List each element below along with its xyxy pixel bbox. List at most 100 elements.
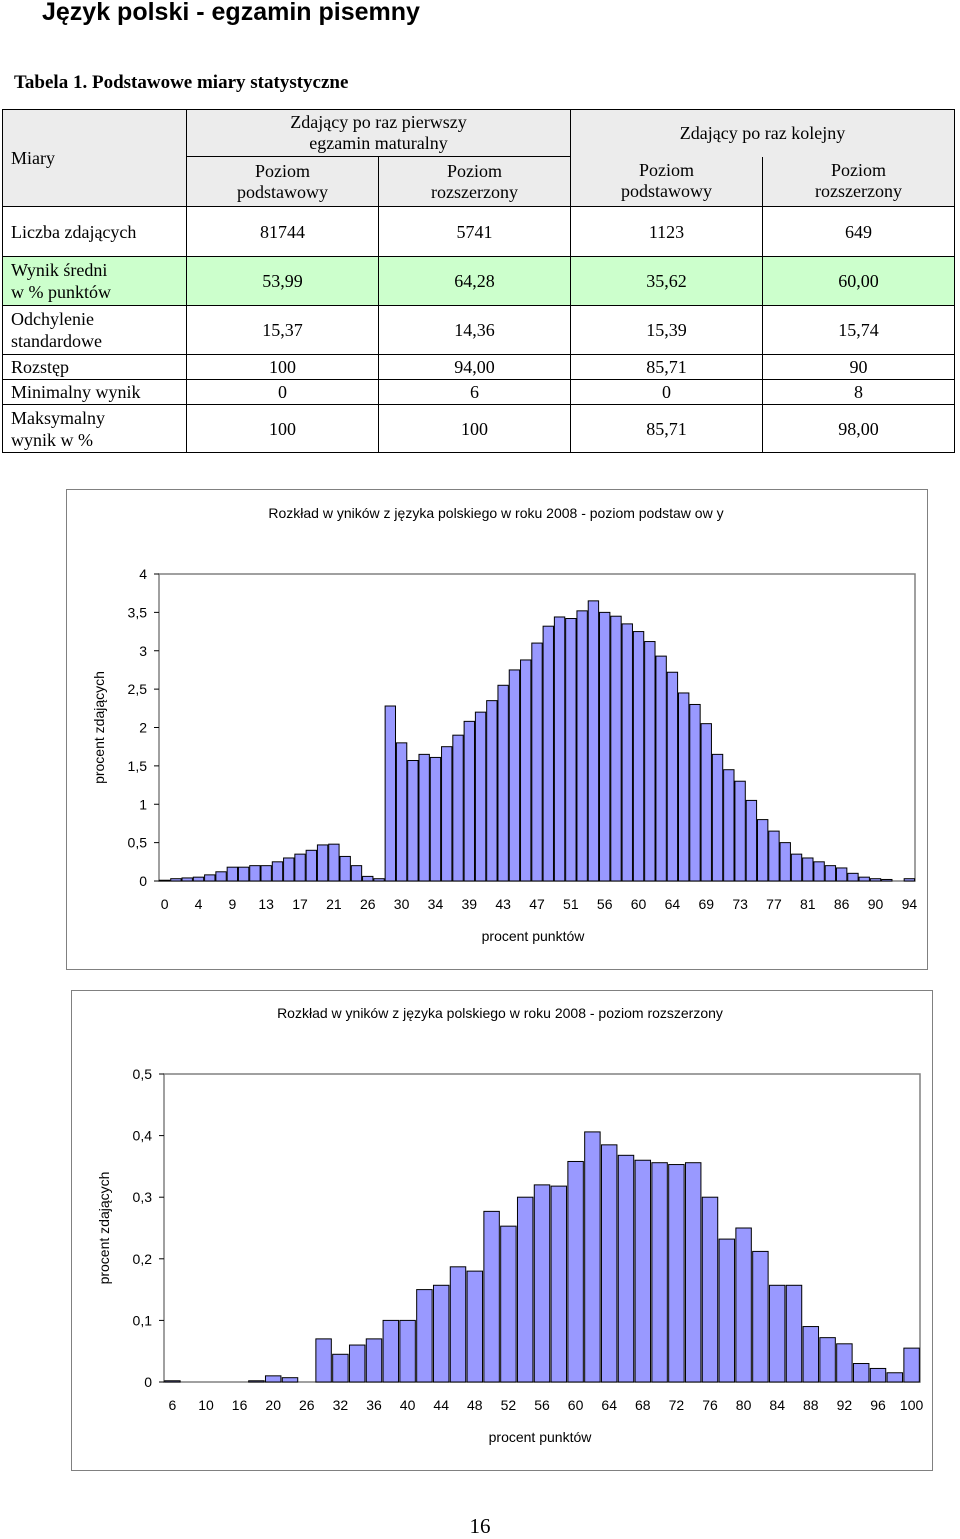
row-label: Wynik średni w % punktów [2,256,187,306]
bar [283,857,295,882]
x-tick-label: 40 [400,1397,416,1413]
bar [516,1196,534,1383]
group-header-first: Zdający po raz pierwszy egzamin maturaln… [185,109,572,157]
bar [520,659,532,882]
bar [407,760,419,882]
x-tick-label: 76 [702,1397,718,1413]
bar [463,720,475,882]
y-tick-label: 2 [139,720,147,736]
subheader-line: Poziom [639,160,695,181]
bar [677,692,690,882]
bar [852,1363,870,1383]
y-tick-label: 1 [139,796,147,812]
chart-extended-svg: Rozkład w yników z języka polskiego w ro… [96,1005,923,1445]
y-tick-label: 3,5 [128,604,148,620]
x-tick-label: 64 [665,896,681,912]
table-cell: 85,71 [570,404,764,453]
table-cell: 14,36 [377,305,572,355]
bar [684,1162,702,1383]
table-row: Rozstęp 100 94,00 85,71 90 [2,354,956,380]
bar [553,616,566,882]
x-tick-label: 39 [462,896,478,912]
table-cell: 8 [762,379,956,405]
group-header-next-label: Zdający po raz kolejny [679,122,846,143]
table-cell: 649 [762,206,956,257]
table-cell: 35,62 [570,256,764,306]
table-cell: 64,28 [377,256,572,306]
x-tick-label: 56 [597,896,613,912]
x-tick-label: 52 [501,1397,517,1413]
bar [249,865,261,882]
x-tick-label: 64 [601,1397,617,1413]
bar [399,1319,416,1383]
bar [836,1343,853,1383]
y-tick-label: 0 [144,1374,152,1390]
table-cell: 98,00 [762,404,956,453]
bar [395,742,408,882]
x-tick-label: 81 [800,896,816,912]
bar [813,861,825,882]
x-tick-label: 56 [534,1397,550,1413]
bar [486,700,498,882]
table-row: Maksymalny wynik w % 100 100 85,71 98,00 [2,404,956,453]
x-tick-label: 84 [769,1397,785,1413]
table-cell: 1123 [570,206,764,257]
x-tick-label: 51 [563,896,579,912]
table-cell: 0 [186,379,379,405]
bar [600,1144,618,1383]
chart-basic-level: Rozkład w yników z języka polskiego w ro… [66,489,928,970]
bar [881,878,893,882]
bar [802,857,814,882]
x-tick-label: 32 [333,1397,349,1413]
y-tick-label: 0,1 [133,1312,153,1328]
y-tick-label: 0,5 [128,835,148,851]
x-tick-label: 4 [195,896,203,912]
bar [779,842,791,882]
row-label-line: wynik w % [11,429,93,450]
bar [508,669,521,882]
x-tick-label: 43 [495,896,511,912]
table-cell: 94,00 [377,354,572,380]
table-row: Liczba zdających 81744 5741 1123 649 [2,206,956,257]
bar [271,861,284,882]
bar [466,1270,484,1383]
y-tick-label: 0,5 [133,1066,153,1082]
bar [858,876,870,882]
table-row-highlight: Wynik średni w % punktów 53,99 64,28 35,… [2,256,956,306]
bar [584,1131,601,1383]
row-label: Minimalny wynik [2,379,187,405]
subheader-line: podstawowy [621,181,713,202]
bar [617,1154,635,1383]
y-tick-label: 1,5 [128,758,148,774]
bar [192,876,205,882]
bar [847,872,859,882]
bar [373,878,385,882]
x-tick-label: 72 [669,1397,685,1413]
bar [429,756,442,882]
bar [382,1319,400,1383]
table-cell: 100 [186,354,379,380]
y-tick-label: 0,4 [133,1128,153,1144]
bar [264,1375,282,1383]
x-tick-label: 96 [870,1397,886,1413]
bar [215,871,227,882]
x-axis-label: procent punktów [489,1429,593,1445]
bar [315,1338,332,1383]
x-tick-label: 21 [326,896,342,912]
bar [718,1238,736,1383]
bar [170,878,182,882]
subheader-line: podstawowy [237,181,328,202]
row-label: Rozstęp [2,354,187,380]
bar [350,865,363,882]
y-tick-label: 0 [139,873,147,889]
bar [328,843,340,882]
group-header-next: Zdający po raz kolejny [570,109,956,157]
y-tick-label: 3 [139,643,147,659]
bar [565,618,577,882]
x-tick-label: 13 [258,896,274,912]
x-tick-label: 60 [631,896,647,912]
bar [644,641,656,882]
table-cell: 100 [377,404,572,453]
bar [226,866,239,882]
bar [886,1372,904,1383]
